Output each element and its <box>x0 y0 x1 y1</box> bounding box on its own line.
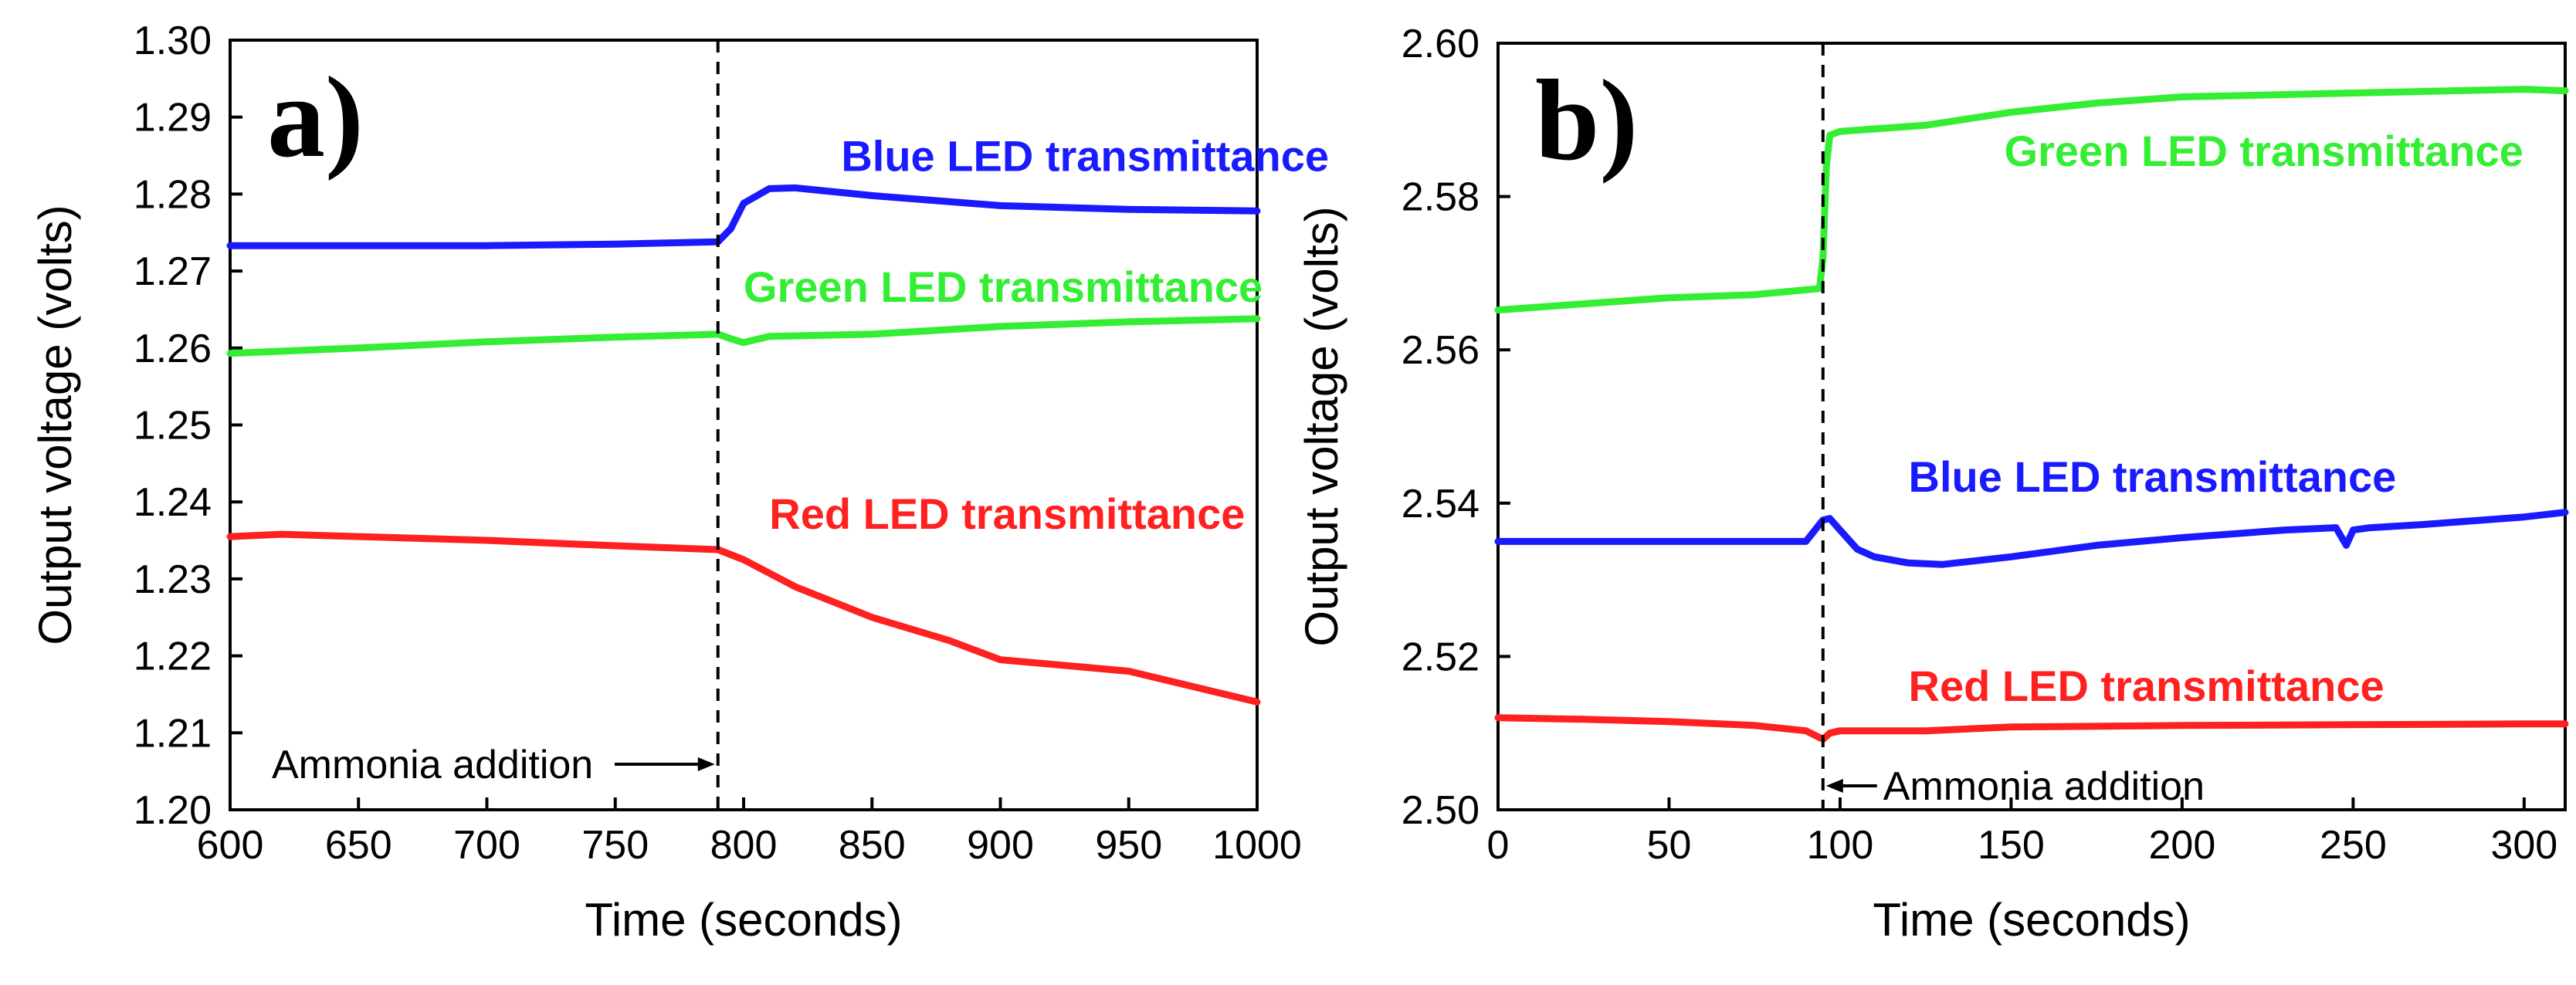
y-tick-label-a: 1.23 <box>134 557 212 602</box>
plot-frame-b <box>1496 42 2567 811</box>
panel-a: 600 650 700 750 800 850 900 950 1000 1.20 1.21 1.22… <box>29 19 1329 946</box>
x-tick-label-a: 900 <box>967 823 1034 868</box>
x-axis-title-a: Time (seconds) <box>585 894 902 946</box>
event-label-a: Ammonia addition <box>272 743 593 787</box>
x-tick-label-b: 250 <box>2320 823 2387 868</box>
y-tick-label-b: 2.58 <box>1402 175 1480 220</box>
series-line-green-led-transmittance-b <box>1494 86 2569 314</box>
y-tick-label-a: 1.20 <box>134 788 212 833</box>
series-label-green-led-transmittance-a: Green LED transmittance <box>744 262 1263 311</box>
x-tick-label-b: 200 <box>2149 823 2216 868</box>
panel-letter-backdrop-a <box>252 62 406 178</box>
y-axis-title-a: Output voltage (volts) <box>29 205 81 645</box>
x-tick-label-a: 750 <box>581 823 649 868</box>
panel-letter-b: b) <box>1535 56 1638 184</box>
y-tick-label-b: 2.52 <box>1402 635 1480 679</box>
x-tick-label-b: 300 <box>2490 823 2557 868</box>
y-tick-label-a: 1.28 <box>134 172 212 217</box>
y-tick-label-a: 1.27 <box>134 249 212 294</box>
event-arrowhead-a <box>697 757 715 771</box>
y-tick-label-a: 1.21 <box>134 711 212 756</box>
y-tick-label-a: 1.30 <box>134 19 212 63</box>
y-axis-title-b: Output voltage (volts) <box>1296 206 1347 646</box>
series-label-blue-led-transmittance-b: Blue LED transmittance <box>1909 452 2397 501</box>
x-tick-label-a: 800 <box>710 823 778 868</box>
series-label-green-led-transmittance-b: Green LED transmittance <box>2005 127 2523 175</box>
event-label-b: Ammonia addition <box>1883 764 2205 809</box>
series-line-blue-led-transmittance-a <box>226 184 1261 249</box>
y-tick-label-a: 1.25 <box>134 404 212 448</box>
x-tick-label-a: 1000 <box>1212 823 1302 868</box>
y-tick-label-a: 1.26 <box>134 327 212 371</box>
x-tick-label-a: 950 <box>1095 823 1162 868</box>
series-line-red-led-transmittance-b <box>1494 714 2569 743</box>
x-tick-label-b: 100 <box>1807 823 1874 868</box>
panel-letter-backdrop-b <box>1520 65 1674 181</box>
x-tick-label-b: 0 <box>1487 823 1510 868</box>
series-line-blue-led-transmittance-b <box>1494 509 2569 568</box>
series-line-red-led-transmittance-a <box>226 530 1261 706</box>
panel-letter-a: a) <box>267 53 364 181</box>
y-tick-label-b: 2.50 <box>1402 788 1480 833</box>
series-label-red-led-transmittance-b: Red LED transmittance <box>1909 662 2384 710</box>
y-tick-label-a: 1.29 <box>134 96 212 140</box>
x-tick-label-b: 50 <box>1647 823 1692 868</box>
x-axis-title-b: Time (seconds) <box>1873 894 2190 946</box>
x-tick-label-a: 700 <box>453 823 520 868</box>
x-tick-label-b: 150 <box>1978 823 2045 868</box>
panel-b: 0 50 100 150 200 250 300 2.50 2.52 2.54 2.56 2.58 2.… <box>1296 22 2569 946</box>
x-tick-label-a: 600 <box>197 823 264 868</box>
y-tick-label-a: 1.22 <box>134 635 212 679</box>
x-tick-label-a: 850 <box>839 823 906 868</box>
series-label-red-led-transmittance-a: Red LED transmittance <box>769 489 1245 538</box>
y-tick-label-b: 2.60 <box>1402 22 1480 66</box>
x-tick-label-a: 650 <box>325 823 392 868</box>
series-line-green-led-transmittance-a <box>226 315 1261 357</box>
y-tick-label-b: 2.56 <box>1402 328 1480 373</box>
series-label-blue-led-transmittance-a: Blue LED transmittance <box>841 131 1329 180</box>
y-tick-label-b: 2.54 <box>1402 482 1480 526</box>
y-tick-label-a: 1.24 <box>134 480 212 525</box>
